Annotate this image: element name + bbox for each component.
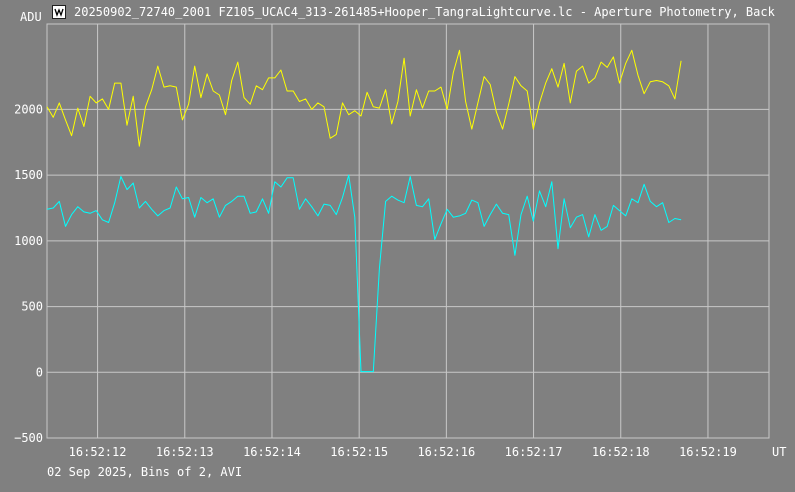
- series-line: [46, 174, 682, 373]
- y-axis-label: ADU: [20, 10, 42, 24]
- x-tick-label: 16:52:19: [679, 445, 737, 459]
- x-tick-label: 16:52:13: [156, 445, 214, 459]
- x-axis-label: UT: [772, 445, 786, 459]
- footer-caption: 02 Sep 2025, Bins of 2, AVI: [47, 465, 243, 479]
- x-tick-label: 16:52:17: [505, 445, 563, 459]
- y-tick-label: 2000: [14, 102, 43, 116]
- window-title: 20250902_72740_2001 FZ105_UCAC4_313-2614…: [74, 5, 775, 19]
- y-tick-label: 0: [36, 365, 43, 379]
- grid-lines: [47, 24, 769, 438]
- x-tick-label: 16:52:16: [417, 445, 475, 459]
- y-tick-label: 1000: [14, 234, 43, 248]
- y-tick-label: 500: [21, 300, 43, 314]
- y-tick-label: 1500: [14, 168, 43, 182]
- x-tick-label: 16:52:14: [243, 445, 301, 459]
- series-line: [46, 49, 682, 147]
- series-0: [46, 49, 682, 147]
- lightcurve-app-icon: [52, 5, 66, 19]
- series-1: [46, 174, 682, 373]
- x-tick-label: 16:52:12: [69, 445, 127, 459]
- series-group: [46, 49, 682, 373]
- x-tick-label: 16:52:15: [330, 445, 388, 459]
- x-tick-label: 16:52:18: [592, 445, 650, 459]
- window-header: 20250902_72740_2001 FZ105_UCAC4_313-2614…: [52, 3, 795, 21]
- x-tick-labels: 16:52:12 16:52:13 16:52:14 16:52:15 16:52:16…: [69, 445, 737, 459]
- plot-frame: [46, 23, 770, 439]
- y-tick-labels: −500 0 500 1000 1500 2000: [14, 102, 43, 445]
- y-tick-label: −500: [14, 431, 43, 445]
